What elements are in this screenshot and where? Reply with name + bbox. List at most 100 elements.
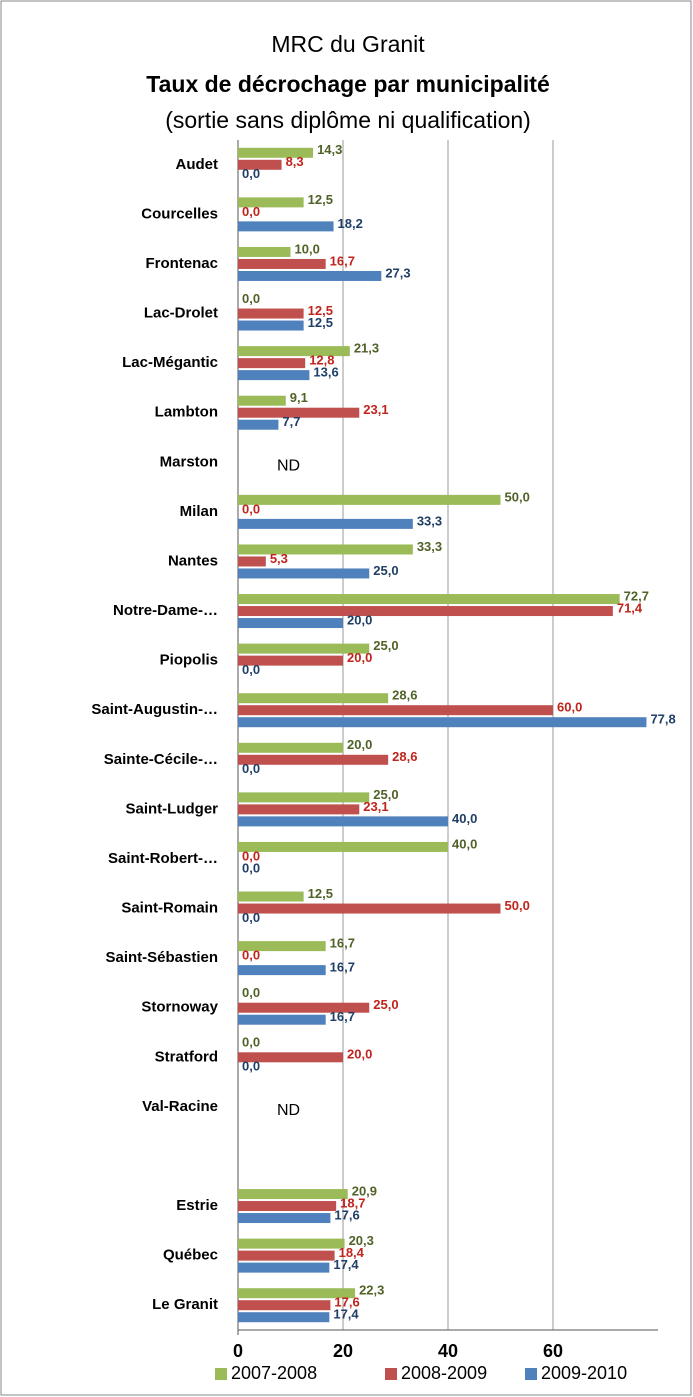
bar xyxy=(238,358,306,369)
data-label: 50,0 xyxy=(505,898,530,913)
category-label: Sainte-Cécile-… xyxy=(104,751,218,768)
bar xyxy=(238,891,304,902)
bar xyxy=(238,618,343,629)
category-label: Saint-Robert-… xyxy=(108,850,218,867)
category-label: Lac-Drolet xyxy=(144,305,218,322)
bar xyxy=(238,395,286,406)
bar xyxy=(238,1002,370,1013)
bar xyxy=(238,221,334,232)
bar xyxy=(238,246,291,257)
data-label: 23,1 xyxy=(363,799,388,814)
category-label: Courcelles xyxy=(141,205,218,222)
bar xyxy=(238,841,448,852)
bar xyxy=(238,717,647,728)
x-tick-label: 40 xyxy=(438,1341,458,1361)
bar xyxy=(238,544,413,555)
category-label: Stornoway xyxy=(141,999,218,1016)
category-label: Saint-Ludger xyxy=(126,800,219,817)
bar xyxy=(238,197,304,208)
category-label: Nantes xyxy=(168,552,218,569)
bar xyxy=(238,308,304,319)
bar xyxy=(238,320,304,331)
x-tick-label: 20 xyxy=(333,1341,353,1361)
data-label: 0,0 xyxy=(242,761,260,776)
data-label: 33,3 xyxy=(417,513,442,528)
bar xyxy=(238,556,266,567)
data-label: 20,3 xyxy=(349,1233,374,1248)
category-label: Val-Racine xyxy=(142,1098,218,1115)
category-label: Marston xyxy=(160,453,218,470)
bar xyxy=(238,370,310,381)
legend-swatch xyxy=(525,1368,537,1380)
data-label: 5,3 xyxy=(270,551,288,566)
data-label: 0,0 xyxy=(242,1035,260,1050)
data-label: 10,0 xyxy=(295,241,320,256)
bar xyxy=(238,1189,348,1200)
data-label: 71,4 xyxy=(617,600,643,615)
data-label: 25,0 xyxy=(373,787,398,802)
bar xyxy=(238,655,343,666)
data-label: 21,3 xyxy=(354,341,379,356)
bar xyxy=(238,1014,326,1025)
category-label: Stratford xyxy=(155,1048,218,1065)
bar xyxy=(238,816,448,827)
data-label: 0,0 xyxy=(242,848,260,863)
category-label: Milan xyxy=(180,503,218,520)
chart-subtitle: (sortie sans diplôme ni qualification) xyxy=(165,107,531,133)
data-label: 60,0 xyxy=(557,700,582,715)
data-label: 9,1 xyxy=(290,390,308,405)
bar xyxy=(238,941,326,952)
bar xyxy=(238,1312,330,1323)
data-label: 17,6 xyxy=(334,1295,359,1310)
data-label: 20,9 xyxy=(352,1183,377,1198)
data-label: 0,0 xyxy=(242,910,260,925)
data-label: 23,1 xyxy=(363,402,388,417)
bar xyxy=(238,419,279,430)
data-label: 77,8 xyxy=(650,712,675,727)
bar xyxy=(238,1238,345,1249)
data-label: 0,0 xyxy=(242,501,260,516)
x-tick-label: 0 xyxy=(233,1341,243,1361)
legend-label: 2009-2010 xyxy=(541,1363,627,1383)
data-label: 16,7 xyxy=(330,936,355,951)
bar xyxy=(238,1262,330,1273)
data-label: 0,0 xyxy=(242,860,260,875)
bar xyxy=(238,147,314,158)
bar xyxy=(238,494,501,505)
bar xyxy=(238,518,413,529)
bar xyxy=(238,270,382,281)
category-label: Frontenac xyxy=(145,255,218,272)
category-label: Estrie xyxy=(176,1197,218,1214)
data-label: 0,0 xyxy=(242,985,260,1000)
data-label: 8,3 xyxy=(286,154,304,169)
data-label: 33,3 xyxy=(417,539,442,554)
data-label: 12,5 xyxy=(308,886,333,901)
data-label: 0,0 xyxy=(242,291,260,306)
data-label: 16,7 xyxy=(330,960,355,975)
data-label: 7,7 xyxy=(282,414,300,429)
data-label: 12,5 xyxy=(308,303,333,318)
data-label: 20,0 xyxy=(347,737,372,752)
data-label: 18,2 xyxy=(338,216,363,231)
bar xyxy=(238,693,389,704)
category-label: Le Granit xyxy=(152,1296,218,1313)
bar xyxy=(238,1052,343,1063)
data-label: 40,0 xyxy=(452,836,477,851)
data-label: 28,6 xyxy=(392,688,417,703)
bar xyxy=(238,643,370,654)
note-label: ND xyxy=(277,458,300,475)
data-label: 22,3 xyxy=(359,1283,384,1298)
bar xyxy=(238,705,553,716)
bar xyxy=(238,1250,335,1261)
category-label: Lac-Mégantic xyxy=(122,354,218,371)
data-label: 14,3 xyxy=(317,142,342,157)
legend-label: 2007-2008 xyxy=(231,1363,317,1383)
data-label: 20,0 xyxy=(347,1047,372,1062)
bar xyxy=(238,1201,337,1212)
bar xyxy=(238,1300,331,1311)
chart-subtitle: Taux de décrochage par municipalité xyxy=(146,71,549,97)
bar xyxy=(238,159,282,170)
data-label: 17,4 xyxy=(333,1307,359,1322)
data-label: 25,0 xyxy=(373,563,398,578)
